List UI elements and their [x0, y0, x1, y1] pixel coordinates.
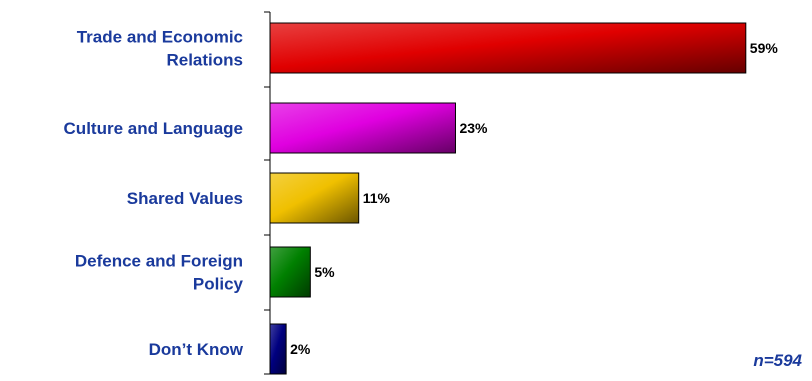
- category-label-4: Don’t Know: [149, 340, 244, 359]
- bar-2: [269, 172, 360, 224]
- category-label-3: Defence and Foreign Policy: [75, 252, 244, 294]
- category-label-2: Shared Values: [127, 189, 243, 208]
- bar-3: [269, 246, 311, 298]
- value-label-4: 2%: [290, 341, 311, 357]
- bar-4: [269, 323, 287, 375]
- value-label-1: 23%: [459, 120, 488, 136]
- category-label-1: Culture and Language: [64, 119, 243, 138]
- category-label-0: Trade and Economic Relations: [77, 28, 243, 70]
- sample-size-note: n=594: [753, 351, 802, 370]
- bar-1: [269, 102, 456, 154]
- value-label-0: 59%: [750, 40, 779, 56]
- value-label-3: 5%: [314, 264, 335, 280]
- value-label-2: 11%: [363, 190, 391, 206]
- bar-0: [269, 22, 747, 74]
